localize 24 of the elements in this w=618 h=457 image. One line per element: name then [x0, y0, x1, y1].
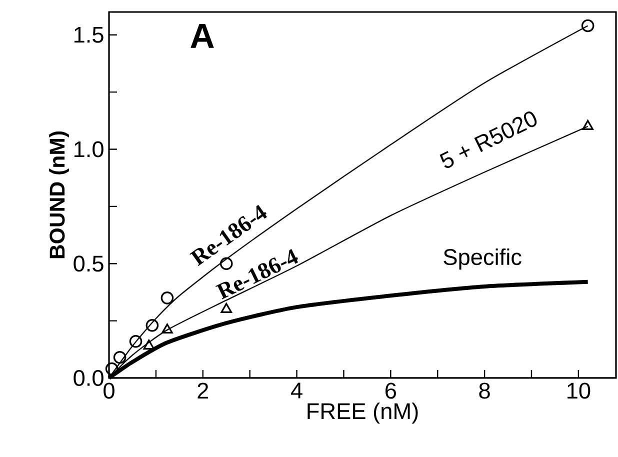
x-tick-label: 0 — [104, 382, 114, 399]
x-tick-label: 8 — [479, 382, 490, 399]
y-tick-label: 1.5 — [74, 26, 104, 43]
point — [129, 334, 142, 348]
point — [582, 120, 594, 130]
point — [160, 292, 174, 304]
y-tick-label: 0.0 — [74, 370, 104, 386]
y-tick-label: 0.5 — [74, 256, 104, 272]
point — [581, 19, 594, 32]
annotation: A — [190, 24, 214, 48]
point — [113, 351, 126, 364]
y-axis-title: BOUND (nM) — [49, 132, 69, 258]
point — [220, 302, 232, 313]
x-tick-label: 6 — [386, 382, 396, 399]
point — [143, 340, 155, 350]
point — [105, 362, 118, 376]
point — [162, 324, 173, 334]
x-tick-label: 4 — [291, 382, 302, 398]
x-tick-label: 10 — [568, 382, 590, 399]
x-tick-label: 2 — [198, 382, 208, 399]
series-label: Specific — [444, 248, 522, 270]
x-axis-title: FREE (nM) — [308, 402, 418, 424]
point — [146, 318, 159, 332]
y-tick-label: 1.0 — [74, 141, 104, 158]
